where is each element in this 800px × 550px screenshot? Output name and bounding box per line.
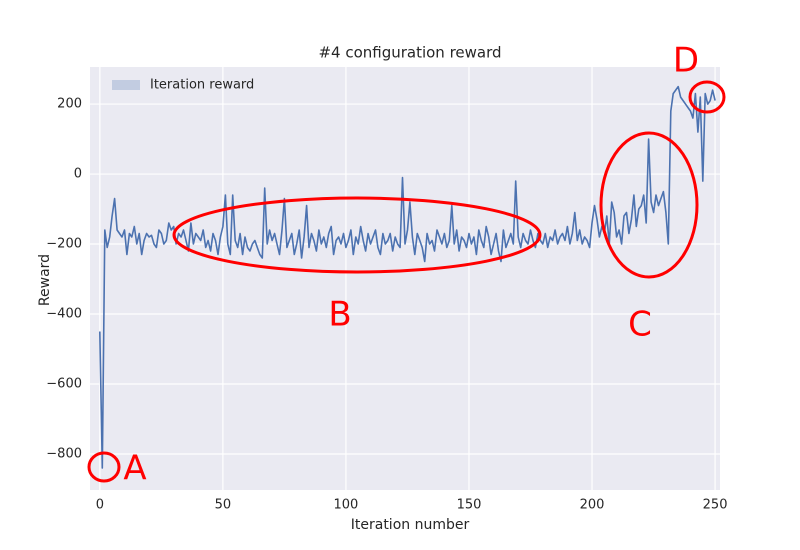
y-tick-label: −600 <box>46 376 82 391</box>
x-tick-label: 50 <box>215 498 232 513</box>
annotation-circle <box>688 80 726 114</box>
y-tick-label: 0 <box>74 167 82 182</box>
y-tick-label: 200 <box>57 97 82 112</box>
x-tick-label: 100 <box>334 498 359 513</box>
y-axis-label: Reward <box>37 254 53 306</box>
y-tick-label: −800 <box>46 446 82 461</box>
x-tick-label: 0 <box>96 498 104 513</box>
y-tick-label: −200 <box>46 237 82 252</box>
annotation-label: C <box>628 305 652 345</box>
legend-swatch <box>112 80 140 90</box>
annotation-label: D <box>673 41 699 81</box>
x-tick-label: 250 <box>703 498 728 513</box>
annotation-label: B <box>328 295 351 335</box>
annotation-label: A <box>123 449 146 489</box>
chart-title: #4 configuration reward <box>318 44 501 62</box>
line-series <box>99 85 716 469</box>
x-tick-label: 200 <box>580 498 605 513</box>
annotation-circle <box>172 196 542 274</box>
legend-label: Iteration reward <box>150 78 254 93</box>
x-axis-label: Iteration number <box>351 517 470 533</box>
y-tick-label: −400 <box>46 307 82 322</box>
x-tick-label: 150 <box>457 498 482 513</box>
plot-area <box>90 67 720 490</box>
annotation-circle <box>599 131 699 279</box>
annotation-circle <box>87 451 121 483</box>
